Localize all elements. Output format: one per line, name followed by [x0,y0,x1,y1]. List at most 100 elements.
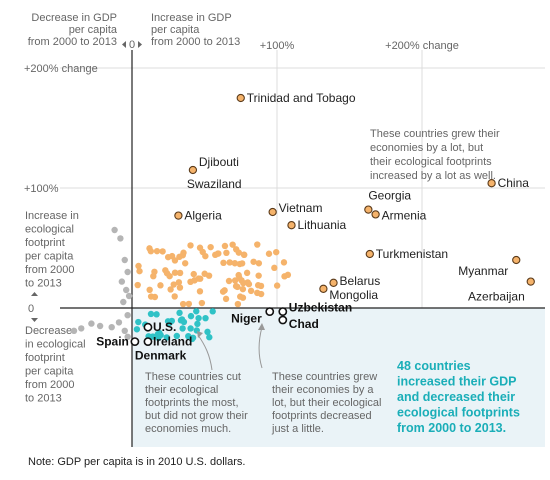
annotation-bottom-left: These countries cut [145,371,241,383]
country-point-grey [123,286,130,294]
label-turkmenistan: Turkmenistan [376,247,448,261]
country-point-teal [176,309,183,317]
country-point-teal [147,310,155,318]
country-point-teal [206,334,213,341]
labeled-point [512,255,521,265]
annotation-teal-callout: ecological footprints [397,406,520,420]
country-point-orange [271,264,278,272]
x-tick-label: +100% [260,40,295,52]
y-axis-label-up: from 2000 [25,264,75,276]
country-point-orange [159,248,166,255]
labeled-point [265,307,275,316]
annotation-teal-callout: from 2000 to 2013. [397,421,506,435]
labeled-point [143,337,153,346]
leader-line [258,326,263,369]
annotation-bottom-mid: just a little. [271,423,324,435]
labeled-point [278,307,288,316]
country-point-teal [195,314,202,322]
label-chad: Chad [289,317,319,331]
country-point-orange [167,286,174,293]
country-point-orange [176,284,184,291]
country-point-orange [223,249,230,257]
country-point-orange [196,288,204,295]
country-point-grey [117,235,124,242]
y-axis-label-down: from 2000 [25,379,75,391]
labeled-point [130,337,140,346]
arrow-right-icon [138,41,142,48]
label-mongolia: Mongolia [329,288,378,302]
labeled-point [236,93,245,103]
label-denmark: Denmark [135,349,187,363]
country-point-teal [193,308,200,315]
country-point-teal [179,325,186,332]
labeled-point [329,278,338,287]
country-point-orange [239,285,247,293]
annotation-bottom-mid: their economies by a [272,384,374,396]
country-point-grey [70,327,78,334]
country-point-orange [179,300,187,308]
labeled-point [365,249,374,259]
country-point-orange [187,242,194,249]
country-point-teal [209,308,216,315]
labeled-point [188,165,198,175]
labeled-point [319,284,328,293]
country-point-teal [180,318,188,326]
country-point-orange [231,260,239,267]
label-djibouti: Djibouti [199,155,239,169]
y-axis-label-up: footprint [25,237,65,249]
footnote: Note: GDP per capita is in 2010 U.S. dol… [28,456,246,468]
country-point-orange [226,259,233,266]
country-point-orange [147,248,155,255]
annotation-bottom-mid: footprints decreased [272,410,372,422]
country-point-teal [149,333,157,340]
y-axis-label-up: to 2013 [25,278,62,290]
country-point-orange [243,269,251,277]
leader-arrowhead [258,323,265,330]
label-uzbekistan: Uzbekistan [289,301,352,315]
label-myanmar: Myanmar [458,264,508,278]
x-axis-label-right: per capita [151,24,200,36]
annotation-bottom-left: their ecological [145,384,218,396]
labeled-point [487,179,496,188]
annotation-bottom-mid: lot, but their ecological [272,397,381,409]
country-point-grey [124,268,131,276]
country-point-orange [135,262,142,270]
country-point-teal [173,332,181,340]
country-point-grey [78,325,85,332]
label-lithuania: Lithuania [298,218,347,232]
annotation-bottom-left: footprints the most, [145,397,239,409]
country-point-teal [194,320,201,328]
country-point-grey [121,256,128,264]
country-point-orange [157,282,164,289]
country-point-orange [254,241,261,248]
country-point-orange [195,275,202,282]
country-point-grey [124,333,131,340]
country-point-teal [187,312,195,320]
annotation-bottom-left: but did not grow their [145,410,248,422]
y-tick-label: +100% [24,183,59,195]
country-point-orange [280,259,288,266]
country-point-orange [234,283,241,291]
country-point-orange [196,244,204,251]
decoupled-quadrant [132,308,545,447]
country-point-grey [108,324,115,331]
y-axis-label-down: to 2013 [25,393,62,405]
annotation-top-right: their ecological footprints [370,156,492,168]
label-niger: Niger [231,312,262,326]
label-trinidad-and-tobago: Trinidad and Tobago [247,91,356,105]
country-point-orange [198,299,206,307]
country-point-orange [202,252,209,260]
country-point-orange [153,247,161,255]
country-point-orange [171,293,178,300]
country-point-orange [151,293,159,301]
country-point-orange [236,274,243,282]
country-point-orange [190,270,197,278]
country-point-teal [153,311,160,318]
country-point-orange [284,271,292,279]
country-point-teal [135,318,142,326]
country-point-orange [221,242,229,250]
country-point-orange [255,260,263,267]
country-point-teal [133,326,141,333]
label-georgia: Georgia [368,189,411,203]
country-point-orange [241,251,248,259]
